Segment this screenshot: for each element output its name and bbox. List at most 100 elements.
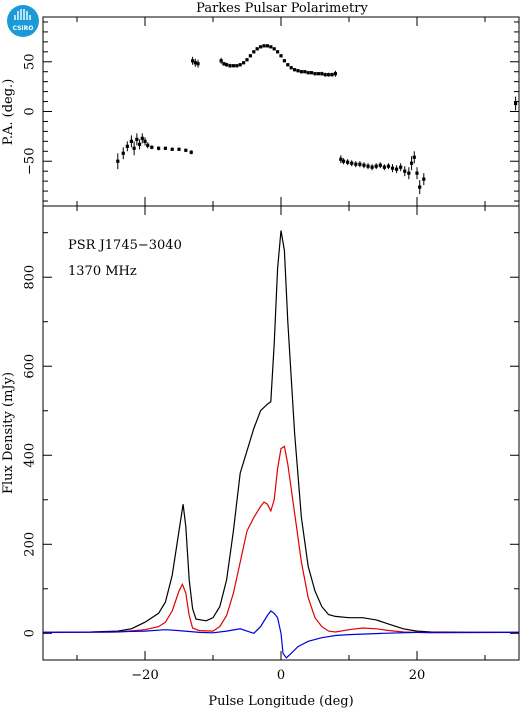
chart-title: Parkes Pulsar Polarimetry	[196, 1, 368, 16]
pa-point	[238, 63, 242, 67]
pa-point	[184, 148, 188, 152]
pa-point	[313, 72, 317, 76]
x-axis-label: Pulse Longitude (deg)	[208, 694, 353, 709]
pa-point	[252, 50, 256, 54]
pa-point	[150, 145, 154, 149]
pa-point	[193, 61, 197, 65]
pa-point	[163, 146, 167, 150]
pa-point	[382, 165, 386, 169]
pa-point	[390, 166, 395, 170]
pa-point	[282, 59, 286, 63]
pa-point	[403, 169, 407, 173]
pa-point	[409, 161, 414, 165]
frequency-annotation: 1370 MHz	[68, 264, 137, 279]
flux-lines	[42, 230, 520, 659]
pa-point	[235, 64, 239, 68]
pa-point	[418, 185, 422, 189]
pa-point	[140, 136, 144, 140]
y-tick-label: 400	[23, 443, 38, 468]
pa-point	[259, 45, 263, 49]
y-tick-label: 0	[23, 107, 38, 115]
pa-point	[310, 71, 314, 75]
pa-point	[339, 157, 343, 161]
pa-axis-label: P.A. (deg.)	[1, 79, 16, 146]
pa-point	[386, 164, 391, 168]
pa-point	[245, 58, 249, 62]
pa-point	[407, 171, 411, 175]
pa-ticks: −50 0 50	[23, 17, 519, 206]
logo-bars-icon	[14, 9, 31, 20]
pa-panel: −50 0 50 P.A. (deg.)	[1, 16, 520, 207]
pa-point	[231, 64, 235, 68]
y-tick-label: 600	[23, 354, 38, 379]
pa-point	[121, 151, 125, 155]
pa-point	[289, 66, 293, 70]
pa-point	[354, 162, 358, 166]
pa-point	[129, 139, 133, 143]
pa-point	[399, 165, 403, 169]
y-tick-label: 800	[23, 265, 38, 290]
pa-point	[132, 146, 136, 150]
pa-point	[514, 101, 518, 106]
pa-point	[346, 160, 350, 164]
pa-point	[374, 164, 378, 168]
pa-point	[299, 70, 303, 74]
pa-point	[327, 73, 331, 77]
pa-point	[422, 177, 426, 181]
x-tick-label: 20	[409, 668, 426, 683]
y-tick-label: −50	[23, 148, 38, 175]
pa-point	[395, 167, 399, 171]
pa-point	[366, 164, 370, 168]
pa-point	[146, 143, 150, 147]
pa-point	[225, 63, 229, 67]
pa-point	[330, 73, 334, 77]
total-intensity-line	[42, 230, 519, 633]
pa-point	[296, 69, 300, 73]
pa-point	[269, 45, 273, 49]
linear-intensity-line	[42, 445, 520, 634]
pa-point	[306, 71, 310, 75]
pa-point	[323, 73, 327, 77]
y-tick-label: 200	[23, 532, 38, 557]
pa-point	[370, 165, 374, 169]
y-tick-label: 50	[23, 53, 38, 70]
pa-point	[170, 147, 174, 151]
pa-point	[293, 68, 297, 72]
pa-point	[242, 61, 246, 65]
pa-point	[219, 59, 223, 63]
pa-point	[320, 72, 324, 76]
logo-circle	[7, 5, 39, 37]
pa-point	[248, 54, 252, 58]
pa-point	[362, 163, 366, 167]
pa-point	[265, 44, 269, 48]
pa-point	[137, 142, 142, 146]
circular-intensity-line	[42, 610, 519, 659]
pa-point	[189, 150, 193, 154]
pa-point	[272, 47, 276, 51]
pa-point	[341, 159, 346, 163]
pa-point	[262, 44, 266, 48]
pa-point	[222, 62, 226, 66]
flux-axis-label: Flux Density (mJy)	[1, 372, 16, 494]
source-name-annotation: PSR J1745−3040	[68, 238, 182, 253]
pa-point	[191, 59, 195, 63]
pa-point	[316, 72, 320, 76]
pa-point	[286, 63, 290, 67]
pa-point	[116, 159, 120, 163]
pa-point	[177, 147, 181, 151]
pa-point	[143, 139, 147, 143]
pa-point	[279, 54, 283, 58]
pa-point	[350, 161, 354, 165]
pa-point	[333, 72, 337, 76]
pa-point	[358, 162, 362, 166]
y-tick-label: 0	[23, 629, 38, 637]
pa-point	[125, 144, 129, 148]
pa-point	[415, 171, 419, 175]
logo-text: CSIRO	[13, 25, 34, 32]
pa-point	[378, 163, 382, 167]
x-tick-label: 0	[277, 668, 285, 683]
pa-point	[196, 62, 200, 66]
